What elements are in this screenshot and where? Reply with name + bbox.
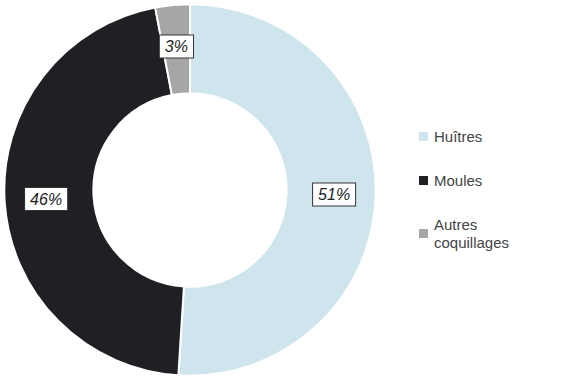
svg-text:coquillages: coquillages [434, 234, 509, 251]
svg-text:3%: 3% [165, 38, 188, 55]
svg-text:51%: 51% [318, 186, 350, 203]
svg-text:46%: 46% [30, 191, 62, 208]
svg-text:Huîtres: Huîtres [434, 128, 482, 145]
svg-text:Moules: Moules [434, 172, 482, 189]
svg-text:Autres: Autres [434, 216, 477, 233]
